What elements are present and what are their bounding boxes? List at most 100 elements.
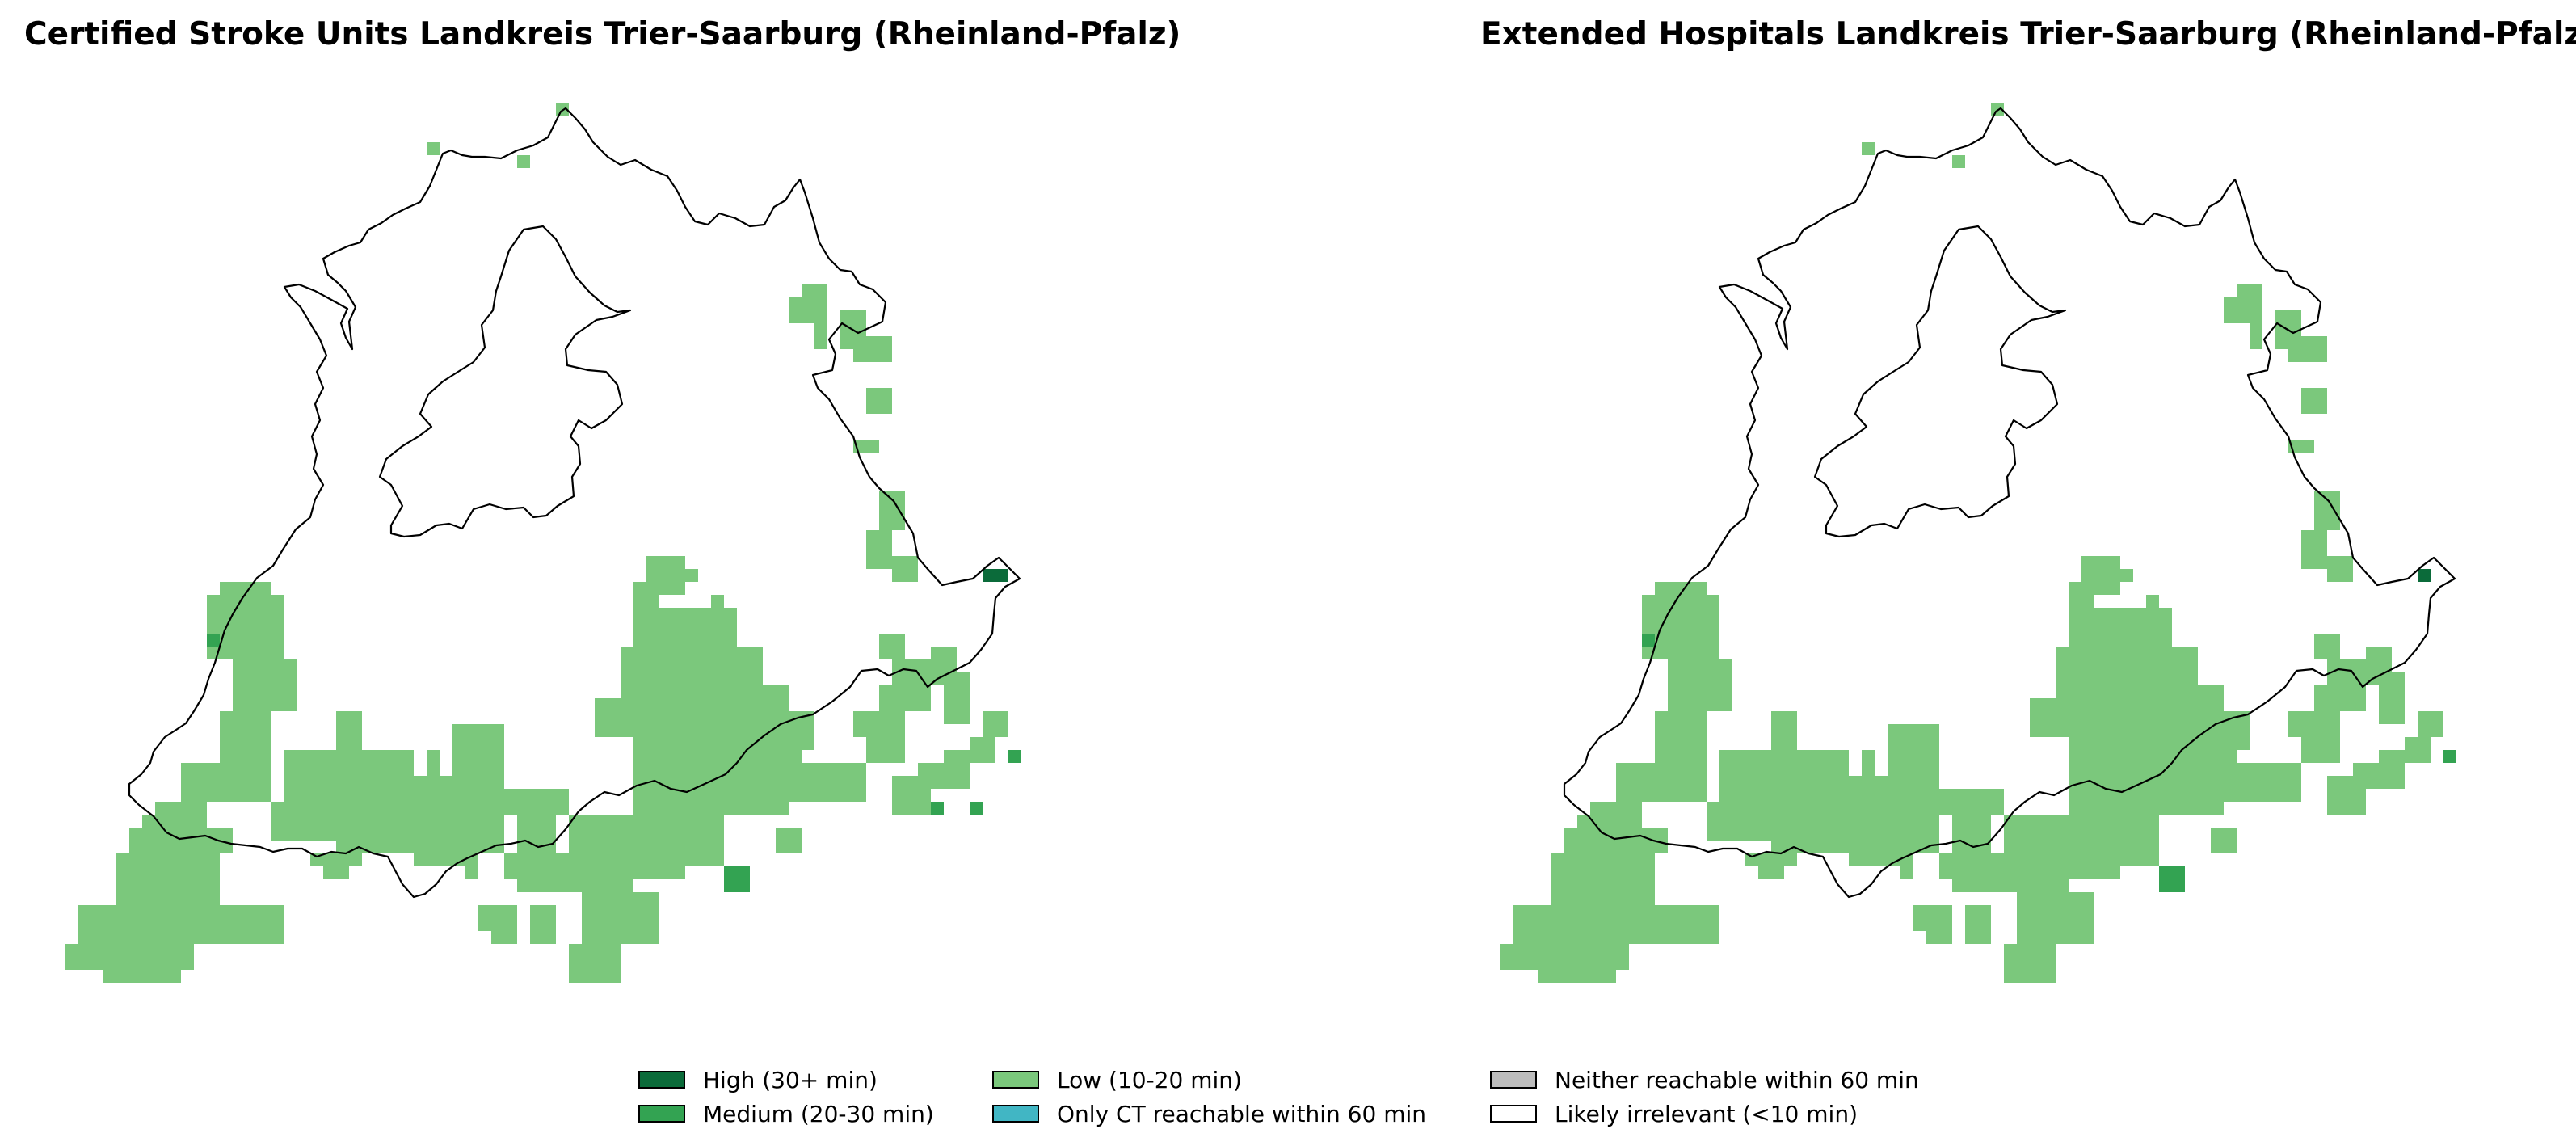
coverage-cell-low: [1862, 142, 1875, 155]
coverage-cell-medium: [2159, 866, 2172, 879]
coverage-cell-low: [2301, 388, 2327, 414]
coverage-cell-low: [427, 142, 440, 155]
map-stroke-units: [65, 103, 1021, 983]
coverage-cell-low: [2237, 776, 2288, 802]
legend-label: Only CT reachable within 60 min: [1057, 1100, 1427, 1127]
legend-item-high: High (30+ min): [638, 1064, 878, 1096]
coverage-cell-low: [2250, 310, 2262, 349]
coverage-cell-low: [711, 595, 724, 608]
coverage-cell-low: [1939, 789, 2004, 815]
coverage-cell-low: [517, 815, 556, 853]
legend-label: Medium (20-30 min): [703, 1100, 934, 1127]
coverage-cell-low: [595, 698, 750, 737]
coverage-cell-low: [336, 828, 414, 853]
coverage-cell-low: [1590, 802, 1642, 828]
coverage-cell-medium: [1008, 750, 1021, 763]
coverage-cell-low: [2288, 440, 2314, 453]
coverage-cell-low: [1797, 750, 1849, 828]
coverage-cell-low: [2120, 569, 2133, 582]
coverage-cell-low: [116, 853, 220, 905]
coverage-cell-low: [2056, 647, 2198, 698]
coverage-cell-medium: [737, 879, 750, 892]
map-title-stroke-units: Certified Stroke Units Landkreis Trier-S…: [24, 16, 1181, 53]
trier-enclave-outline: [1813, 225, 2067, 538]
coverage-cell-low: [1538, 970, 1616, 983]
coverage-cell-low: [129, 828, 233, 853]
coverage-cell-low: [103, 970, 181, 983]
district-outline: [1563, 107, 2456, 899]
coverage-cell-low: [853, 711, 905, 737]
coverage-cell-low: [2405, 737, 2431, 763]
coverage-cell-low: [517, 853, 633, 892]
coverage-cell-low: [2017, 892, 2094, 944]
legend-label: High (30+ min): [703, 1066, 878, 1093]
coverage-cell-low: [944, 672, 970, 724]
coverage-cell-low: [336, 711, 362, 750]
coverage-cell-low: [2069, 737, 2198, 815]
coverage-cell-low: [65, 944, 194, 970]
coverage-cell-low: [2211, 828, 2237, 853]
coverage-cell-low: [918, 763, 944, 789]
coverage-cell-low: [879, 634, 905, 659]
coverage-cell-low: [931, 647, 957, 672]
coverage-cell-low: [569, 944, 621, 983]
coverage-cell-low: [866, 737, 905, 763]
coverage-cell-low: [2030, 698, 2185, 737]
coverage-cell-low: [582, 892, 659, 944]
coverage-cell-low: [78, 905, 284, 944]
coverage-cell-low: [2069, 608, 2172, 647]
coverage-cell-low: [892, 556, 918, 582]
coverage-cell-low: [789, 297, 802, 323]
coverage-cell-medium: [724, 866, 737, 879]
legend-swatch-ct-only: [992, 1105, 1039, 1123]
coverage-cell-low: [2314, 685, 2366, 711]
coverage-cell-low: [633, 737, 763, 815]
coverage-cell-low: [2418, 711, 2443, 737]
coverage-cell-low: [944, 750, 970, 789]
coverage-cell-high: [983, 569, 995, 582]
coverage-cell-medium: [931, 802, 944, 815]
coverage-cell-low: [879, 685, 931, 711]
coverage-cell-low: [1655, 711, 1707, 802]
map-extended-hospitals: [1500, 103, 2456, 983]
coverage-cell-low: [2327, 556, 2353, 582]
coverage-cell-low: [1888, 724, 1939, 853]
coverage-cell-low: [1952, 853, 2069, 892]
district-outline: [128, 107, 1021, 899]
coverage-cell-low: [1668, 672, 1681, 685]
legend-swatch-medium: [638, 1105, 685, 1123]
coverage-cell-low: [750, 789, 789, 815]
coverage-cell-low: [776, 828, 802, 853]
coverage-cell-low: [2314, 491, 2340, 530]
coverage-cell-low: [621, 647, 763, 698]
coverage-cell-medium: [2172, 879, 2185, 892]
coverage-cell-low: [504, 853, 517, 879]
coverage-cell-low: [1952, 155, 1965, 168]
legend-swatch-low: [992, 1071, 1039, 1089]
coverage-cell-low: [1965, 905, 1991, 944]
legend-item-ct-only: Only CT reachable within 60 min: [992, 1098, 1426, 1130]
map-title-extended-hospitals: Extended Hospitals Landkreis Trier-Saarb…: [1480, 16, 2576, 53]
legend-label: Likely irrelevant (<10 min): [1555, 1100, 1858, 1127]
coverage-cell-low: [2379, 672, 2405, 724]
legend-swatch-high: [638, 1071, 685, 1089]
coverage-cell-low: [491, 918, 517, 944]
legend-item-low: Low (10-20 min): [992, 1064, 1242, 1096]
coverage-cell-low: [465, 853, 478, 879]
map-cells-stroke-units: [65, 103, 1021, 983]
legend-item-medium: Medium (20-30 min): [638, 1098, 934, 1130]
legend-swatch-irrelevant: [1490, 1105, 1537, 1123]
coverage-cell-low: [866, 530, 892, 569]
coverage-cell-low: [814, 310, 827, 349]
coverage-cell-low: [2224, 297, 2237, 323]
coverage-cell-medium: [207, 634, 220, 647]
coverage-cell-medium: [970, 802, 983, 815]
coverage-cell-low: [362, 750, 414, 828]
coverage-cell-low: [879, 491, 905, 530]
coverage-cell-high: [2418, 569, 2431, 582]
coverage-cell-low: [2379, 750, 2405, 789]
coverage-cell-low: [1952, 815, 1991, 853]
coverage-cell-low: [1551, 853, 1655, 905]
legend-item-neither: Neither reachable within 60 min: [1490, 1064, 1919, 1096]
legend-swatch-neither: [1490, 1071, 1537, 1089]
